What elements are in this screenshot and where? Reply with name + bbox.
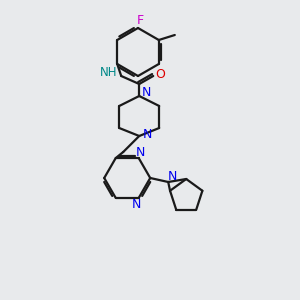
Text: N: N (142, 86, 151, 100)
Text: F: F (136, 14, 144, 26)
Text: N: N (136, 146, 146, 159)
Text: O: O (155, 68, 165, 82)
Text: N: N (142, 128, 152, 140)
Text: N: N (132, 198, 141, 212)
Text: N: N (167, 170, 177, 184)
Text: NH: NH (100, 67, 117, 80)
